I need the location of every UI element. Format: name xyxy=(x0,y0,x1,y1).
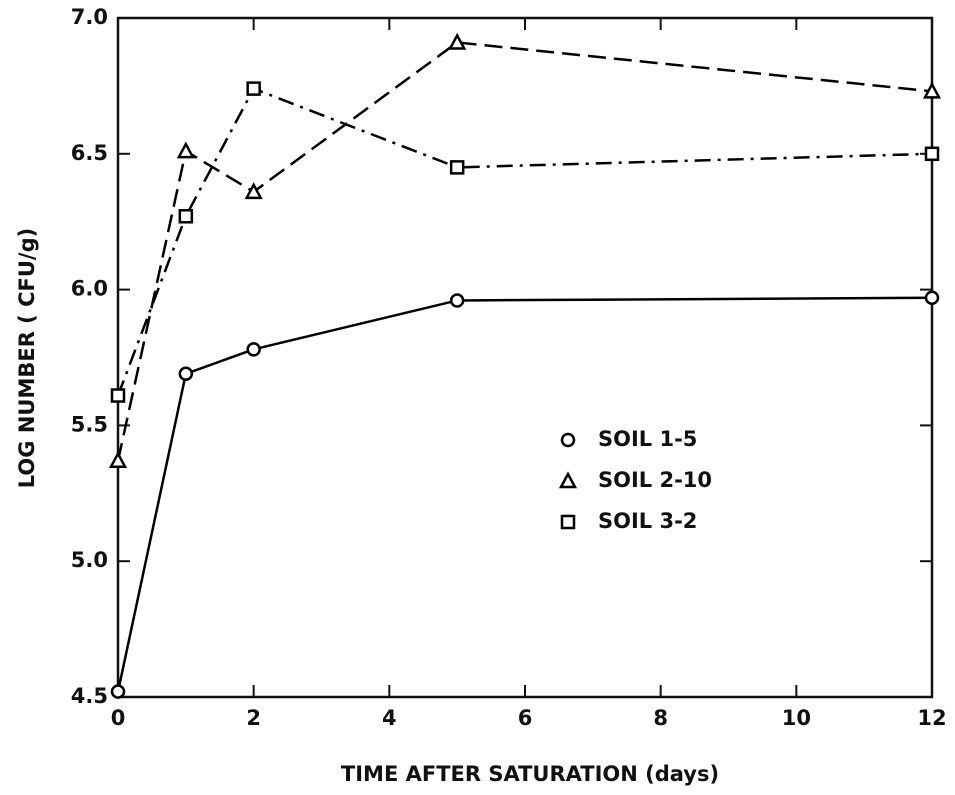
marker xyxy=(176,141,195,159)
y-tick-label: 6.5 xyxy=(71,141,108,165)
series-line xyxy=(116,296,933,692)
series-line xyxy=(116,41,933,461)
x-axis-label: TIME AFTER SATURATION (days) xyxy=(341,762,719,786)
x-tick-label: 0 xyxy=(111,706,126,730)
marker xyxy=(178,366,194,382)
marker xyxy=(449,293,465,308)
legend-label: SOIL 1-5 xyxy=(598,427,697,451)
y-tick-label: 5.5 xyxy=(71,412,108,436)
x-tick-label: 2 xyxy=(246,706,261,730)
marker xyxy=(924,146,940,162)
marker xyxy=(110,684,126,699)
marker xyxy=(922,81,942,99)
y-tick-label: 5.0 xyxy=(71,548,108,572)
marker xyxy=(560,514,576,530)
marker xyxy=(246,81,261,96)
marker xyxy=(244,182,263,200)
x-tick-label: 12 xyxy=(917,706,946,730)
marker xyxy=(558,471,578,489)
series-line xyxy=(116,87,933,396)
marker xyxy=(246,342,261,357)
marker xyxy=(560,432,576,448)
x-tick-label: 8 xyxy=(653,706,668,730)
legend-label: SOIL 2-10 xyxy=(598,468,712,492)
y-tick-label: 6.0 xyxy=(71,277,108,301)
x-tick-label: 4 xyxy=(382,706,397,730)
marker xyxy=(108,451,128,468)
y-tick-label: 4.5 xyxy=(71,684,108,708)
marker xyxy=(448,32,467,50)
marker xyxy=(924,290,940,305)
x-tick-label: 10 xyxy=(782,706,811,730)
y-axis-label: LOG NUMBER ( CFU/g) xyxy=(15,228,39,488)
marker xyxy=(110,388,126,403)
marker xyxy=(449,160,465,175)
y-tick-label: 7.0 xyxy=(71,5,108,29)
legend-label: SOIL 3-2 xyxy=(598,509,697,533)
marker xyxy=(178,209,194,224)
plot-frame xyxy=(116,16,934,699)
x-tick-label: 6 xyxy=(518,706,533,730)
